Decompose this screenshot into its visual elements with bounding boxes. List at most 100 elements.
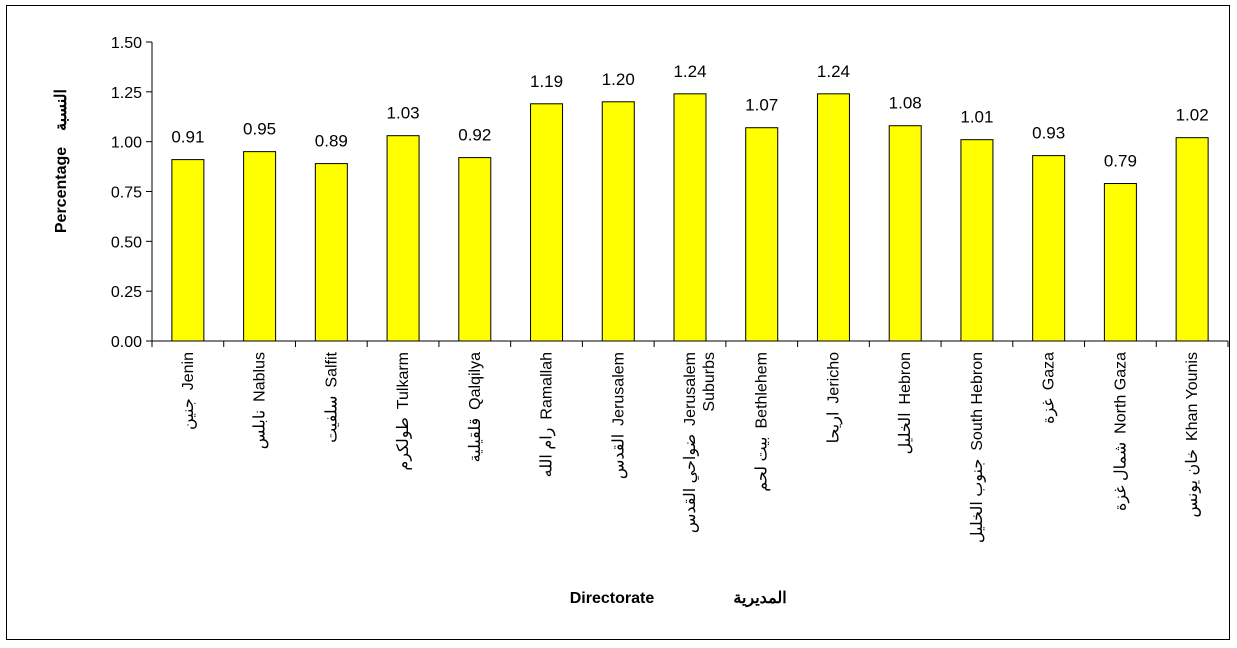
bar [171,159,205,342]
category-label: طولكرم Tulkarm [395,352,412,471]
category-label-text: قلقيلية Qalqilya [467,352,484,462]
bar [1175,137,1209,342]
category-label-arabic: خان يونس [1184,449,1201,518]
category-label-english: South Hebron [969,352,986,451]
category-label-arabic: بيت لحم [754,437,771,492]
category-label-text: غزة Gaza [1041,352,1058,424]
category-label-english: Nablus [252,352,269,402]
bar [745,127,779,342]
y-tick-label: 0.75 [111,185,142,202]
category-label-english: Ramallah [539,352,556,420]
bar [960,139,994,342]
y-axis: 0.00 0.25 0.50 0.75 1.00 1.25 1.50 [111,35,153,351]
category-label: ضواحي القدس Jerusalem Suburbs [682,352,718,533]
category-label-text: رام الله Ramallah [539,352,556,477]
y-axis-title-arabic: النسبة [53,89,70,131]
category-label: رام الله Ramallah [539,352,556,477]
category-label-arabic: نابلس [252,410,269,449]
data-label: 0.91 [171,128,204,147]
category-label-arabic: سلفيت [323,396,340,443]
category-label-text: جنوب الخليل South Hebron [969,352,986,543]
category-label-arabic: جنين [180,398,197,430]
bar [1032,155,1066,342]
category-label-arabic: رام الله [539,428,556,478]
data-label: 1.20 [602,70,635,89]
category-label-arabic: شمال غزة [1112,442,1129,511]
category-label-english: North Gaza [1112,352,1129,434]
x-axis-title: Directorate [570,590,655,607]
category-label-text: طولكرم Tulkarm [395,352,412,471]
y-tick-label: 0.25 [111,284,142,301]
y-axis-title: Percentage [53,147,70,233]
data-label: 1.08 [889,94,922,113]
category-label-english: Hebron [897,352,914,404]
category-label-text: نابلس Nablus [252,352,269,449]
category-label-text: شمال غزة North Gaza [1112,352,1129,511]
data-label: 1.01 [960,108,993,127]
category-label-english: Qalqilya [467,352,484,410]
data-label: 1.24 [673,62,706,81]
bar [530,103,564,342]
category-label: قلقيلية Qalqilya [467,352,484,462]
category-label-arabic: اريحا [825,412,842,444]
category-label: اريحا Jericho [825,352,842,444]
y-tick-label: 0.00 [111,334,142,351]
category-label-text: جنين Jenin [180,352,197,430]
bar [601,101,635,342]
data-label: 0.95 [243,120,276,139]
category-label-text: ضواحي القدس Jerusalem [682,352,699,533]
category-label-text: اريحا Jericho [825,352,842,444]
category-label-english: Tulkarm [395,352,412,409]
category-label-english: Jericho [825,352,842,404]
y-tick-label: 0.50 [111,234,142,251]
x-axis [151,340,1229,347]
category-label: غزة Gaza [1041,352,1058,424]
bar [1103,183,1137,342]
category-label-english: Jenin [180,352,197,390]
bars [171,93,1209,342]
category-label-text: القدس Jerusalem [610,352,627,479]
category-label-text: سلفيت Salfit [323,351,340,442]
category-labels: جنين Jenin نابلس Nablus سلفيت Salfit طولكرم Tul… [180,351,1201,543]
y-tick-label: 1.50 [111,35,142,52]
category-label: بيت لحم Bethlehem [754,352,771,492]
category-label-english: Bethlehem [754,352,771,429]
category-label-english: Gaza [1041,352,1058,390]
data-label: 1.02 [1176,106,1209,125]
data-label: 1.19 [530,72,563,91]
data-label: 1.07 [745,96,778,115]
category-label: جنوب الخليل South Hebron [969,352,986,543]
bar [243,151,277,342]
category-label: الخليل Hebron [897,352,914,454]
category-label: خان يونس Khan Younis [1184,352,1201,518]
category-label-english: Salfit [323,351,340,387]
category-label-text: بيت لحم Bethlehem [754,352,771,492]
category-label-arabic: القدس [610,434,627,479]
data-label: 1.03 [387,104,420,123]
data-label: 0.89 [315,132,348,151]
category-label-arabic: جنوب الخليل [969,459,986,543]
category-label-arabic: غزة [1041,398,1058,424]
data-label: 0.79 [1104,152,1137,171]
category-label: جنين Jenin [180,352,197,430]
data-label: 0.93 [1032,124,1065,143]
category-label-line2: Suburbs [701,352,718,412]
bar [458,157,492,342]
bar [816,93,850,342]
bar [673,93,707,342]
y-tick-label: 1.00 [111,135,142,152]
y-tick-label: 1.25 [111,85,142,102]
category-label-english: Jerusalem [682,352,699,426]
category-label-english: Jerusalem [610,352,627,426]
category-label-english: Khan Younis [1184,352,1201,441]
category-label-arabic: طولكرم [395,417,412,470]
category-label-text: الخليل Hebron [897,352,914,454]
data-label: 0.92 [458,126,491,145]
data-label: 1.24 [817,62,850,81]
category-label: شمال غزة North Gaza [1112,352,1129,511]
category-label: سلفيت Salfit [323,351,340,442]
category-label-arabic: الخليل [897,412,914,454]
data-labels: 0.91 0.95 0.89 1.03 0.92 1.19 1.20 1.24 1.07 1.24… [171,62,1208,171]
bar [314,163,348,342]
